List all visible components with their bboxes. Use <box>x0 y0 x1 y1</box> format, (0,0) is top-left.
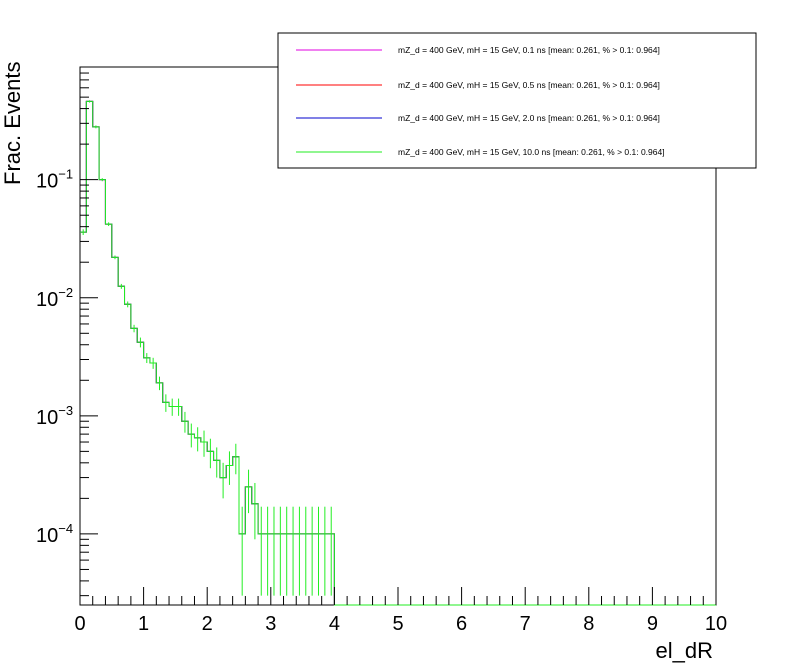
x-tick-label: 7 <box>520 613 531 635</box>
y-tick-label: 10−4 <box>36 521 73 547</box>
legend-box <box>277 32 757 169</box>
y-tick-exponent: −4 <box>58 521 73 536</box>
ticks-layer <box>79 66 717 605</box>
x-tick-label: 5 <box>392 613 403 635</box>
x-axis-title: el_dR <box>656 638 713 663</box>
y-tick-label: 10−2 <box>36 285 73 311</box>
x-tick-label: 1 <box>138 613 149 635</box>
x-tick-label: 2 <box>202 613 213 635</box>
legend: mZ_d = 400 GeV, mH = 15 GeV, 0.1 ns [mea… <box>277 32 757 169</box>
x-tick-label: 0 <box>74 613 85 635</box>
legend-entries: mZ_d = 400 GeV, mH = 15 GeV, 0.1 ns [mea… <box>296 45 665 157</box>
legend-label-3: mZ_d = 400 GeV, mH = 15 GeV, 10.0 ns [me… <box>398 147 665 157</box>
x-tick-label: 3 <box>265 613 276 635</box>
y-tick-label: 10−3 <box>36 403 73 429</box>
series-3 <box>80 100 716 606</box>
series-2 <box>80 100 716 606</box>
legend-label-0: mZ_d = 400 GeV, mH = 15 GeV, 0.1 ns [mea… <box>398 45 660 55</box>
y-tick-exponent: −3 <box>58 403 73 418</box>
series-2-line <box>80 100 716 606</box>
y-tick-base: 10 <box>36 289 58 311</box>
x-tick-labels: 0 1 2 3 4 5 6 7 8 9 10 <box>74 613 727 635</box>
y-tick-label: 10−1 <box>36 167 73 193</box>
x-tick-label: 6 <box>456 613 467 635</box>
y-tick-exponent: −1 <box>58 167 73 182</box>
series-layer <box>80 100 716 606</box>
y-tick-labels: 10−410−310−210−1 <box>36 167 73 547</box>
y-tick-base: 10 <box>36 407 58 429</box>
series-3-line <box>80 100 716 606</box>
legend-label-1: mZ_d = 400 GeV, mH = 15 GeV, 0.5 ns [mea… <box>398 80 660 90</box>
y-tick-base: 10 <box>36 171 58 193</box>
y-tick-exponent: −2 <box>58 285 73 300</box>
y-tick-base: 10 <box>36 525 58 547</box>
legend-label-2: mZ_d = 400 GeV, mH = 15 GeV, 2.0 ns [mea… <box>398 113 660 123</box>
x-tick-label: 10 <box>705 613 727 635</box>
x-tick-label: 4 <box>329 613 340 635</box>
series-0-line <box>80 100 716 606</box>
series-1 <box>80 100 716 606</box>
y-axis-title: Frac. Events <box>0 62 25 185</box>
x-tick-label: 9 <box>647 613 658 635</box>
series-0 <box>80 100 716 606</box>
series-1-line <box>80 100 716 606</box>
x-tick-label: 8 <box>583 613 594 635</box>
